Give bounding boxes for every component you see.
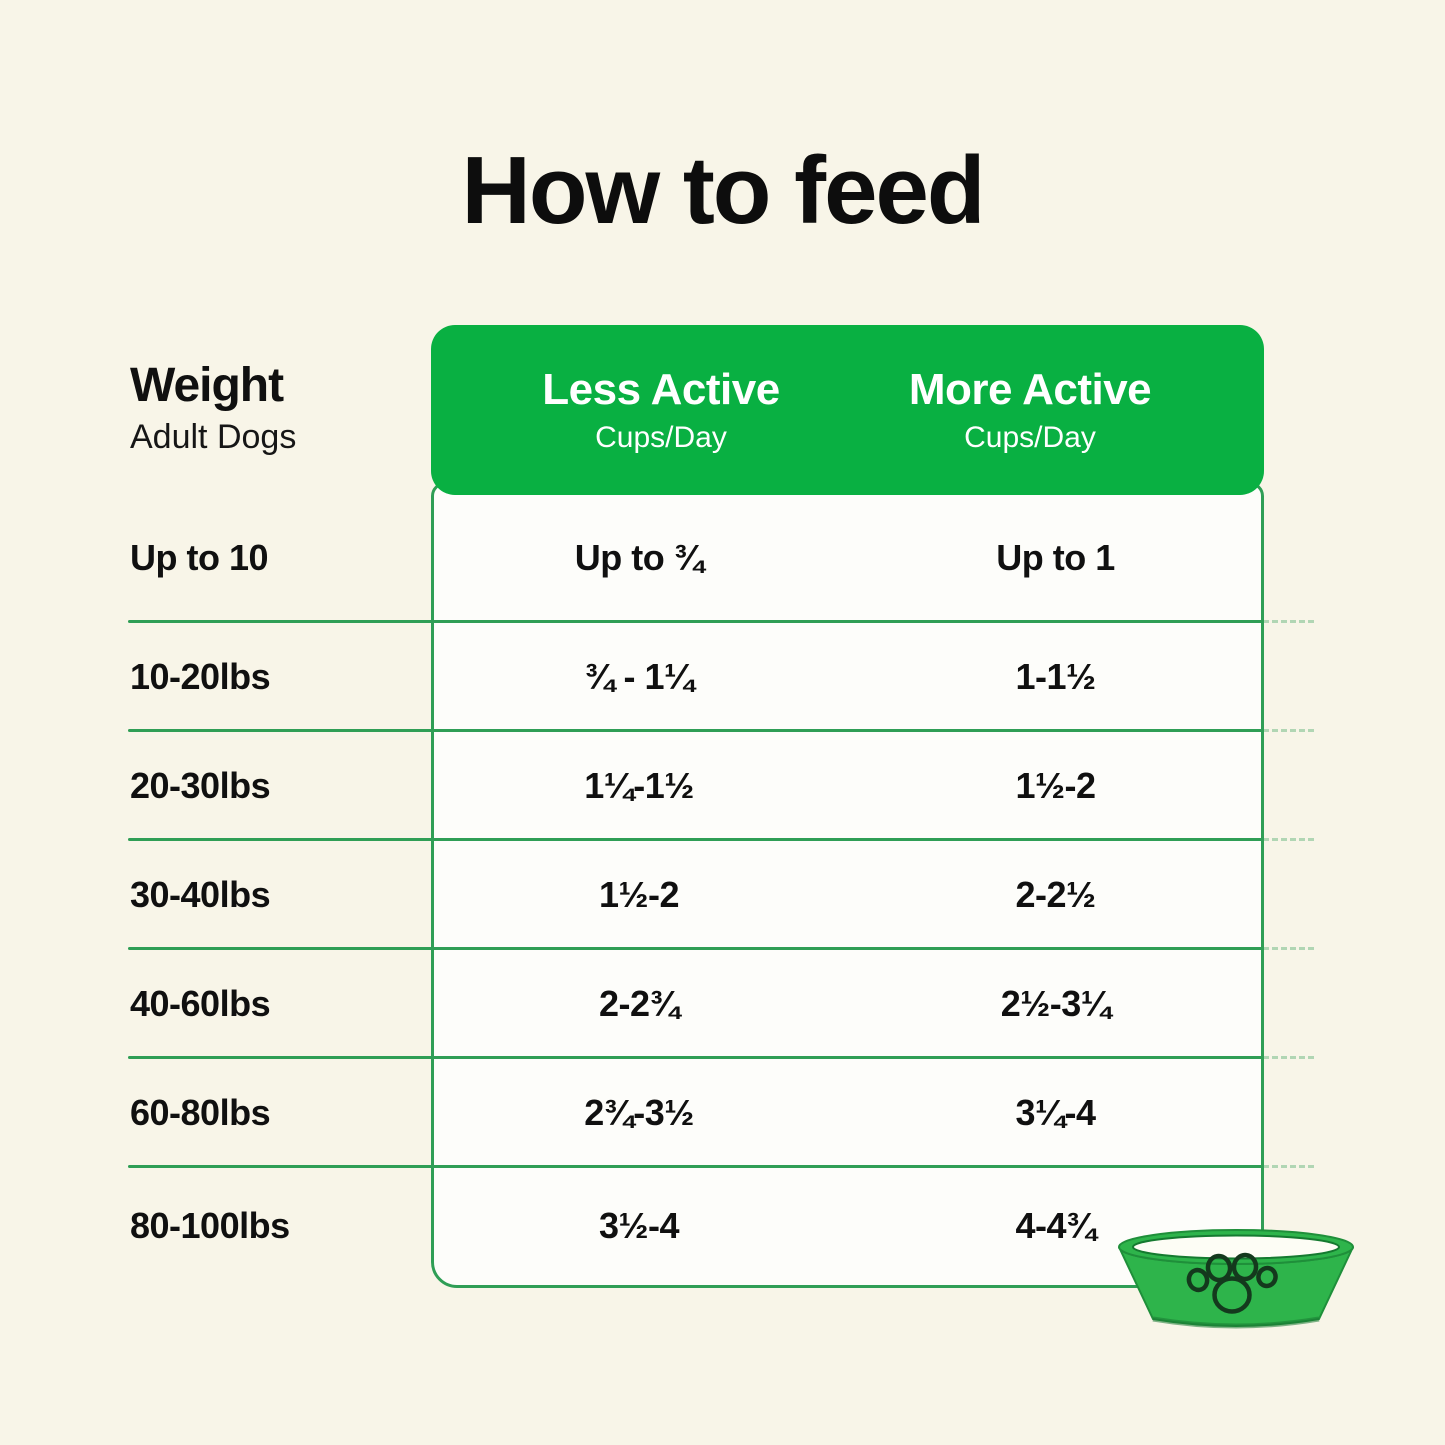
more-active-cell: 1½-2 xyxy=(1015,764,1096,806)
weight-label: Weight xyxy=(130,359,284,412)
more-active-cell: 2½-3¼ xyxy=(1000,982,1111,1024)
less-active-cell: 3½-4 xyxy=(598,1205,680,1246)
table-rows: Up to 10 Up to ¾ Up to 1 10-20lbs ¾ - 1¼ 1-1½… xyxy=(128,493,1314,1285)
more-active-cell: 1-1½ xyxy=(1015,655,1096,697)
more-active-cell: 2-2½ xyxy=(1015,873,1096,915)
table-row: 10-20lbs ¾ - 1¼ 1-1½ xyxy=(128,622,1314,732)
more-active-units: Cups/Day xyxy=(964,421,1096,455)
table-row: Up to 10 Up to ¾ Up to 1 xyxy=(128,493,1314,623)
weight-cell: 60-80lbs xyxy=(130,1091,271,1133)
less-active-cell: ¾ - 1¼ xyxy=(584,655,694,697)
page-title: How to feed xyxy=(461,137,986,244)
less-active-cell: 2¾-3½ xyxy=(584,1091,694,1133)
less-active-cell: 1½-2 xyxy=(598,873,680,915)
dog-bowl-paw-icon xyxy=(1118,1229,1354,1329)
weight-cell: 40-60lbs xyxy=(130,982,271,1024)
table-row: 30-40lbs 1½-2 2-2½ xyxy=(128,840,1314,950)
table-body-panel xyxy=(431,482,1264,1288)
more-active-cell: Up to 1 xyxy=(996,536,1115,578)
weight-cell: Up to 10 xyxy=(130,536,269,578)
more-active-cell: 3¼-4 xyxy=(1015,1091,1096,1133)
less-active-cell: 2-2¾ xyxy=(598,982,680,1024)
weight-cell: 80-100lbs xyxy=(130,1205,290,1246)
more-active-header: More Active Cups/Day xyxy=(855,365,1205,455)
table-row: 40-60lbs 2-2¾ 2½-3¼ xyxy=(128,949,1314,1059)
weight-column-header: Weight Adult Dogs xyxy=(130,362,296,457)
less-active-cell: Up to ¾ xyxy=(574,536,704,578)
weight-cell: 10-20lbs xyxy=(130,655,271,697)
table-row: 80-100lbs 3½-4 4-4¾ xyxy=(128,1167,1314,1285)
adult-dogs-label: Adult Dogs xyxy=(130,418,297,456)
less-active-cell: 1¼-1½ xyxy=(584,764,694,806)
less-active-label: Less Active xyxy=(542,365,780,414)
table-header-bar: Less Active Cups/Day More Active Cups/Da… xyxy=(431,325,1264,495)
table-row: 20-30lbs 1¼-1½ 1½-2 xyxy=(128,731,1314,841)
table-row: 60-80lbs 2¾-3½ 3¼-4 xyxy=(128,1058,1314,1168)
less-active-header: Less Active Cups/Day xyxy=(451,365,871,455)
weight-cell: 20-30lbs xyxy=(130,764,271,806)
less-active-units: Cups/Day xyxy=(595,421,727,455)
weight-cell: 30-40lbs xyxy=(130,873,271,915)
more-active-label: More Active xyxy=(908,365,1152,414)
more-active-cell: 4-4¾ xyxy=(1015,1205,1096,1246)
